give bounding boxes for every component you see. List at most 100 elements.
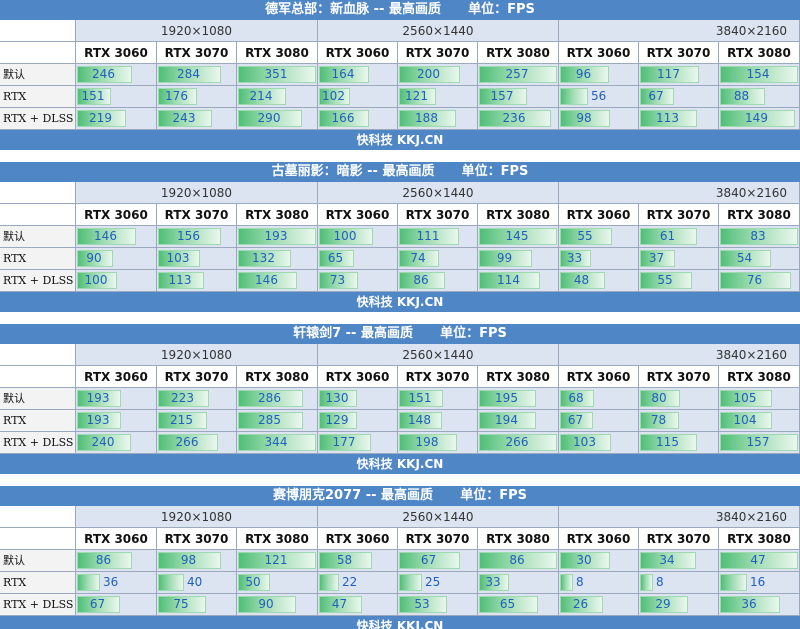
data-cell: 86 xyxy=(478,550,559,572)
fps-bar xyxy=(560,596,603,613)
data-cell: 48 xyxy=(559,270,639,292)
data-cell: 68 xyxy=(559,388,639,410)
fps-bar xyxy=(399,552,460,569)
fps-bar xyxy=(479,574,509,591)
fps-bar xyxy=(560,390,594,407)
data-cell: 257 xyxy=(478,64,559,86)
fps-value: 67 xyxy=(567,413,584,427)
data-cell: 157 xyxy=(478,86,559,108)
data-cell: 266 xyxy=(478,432,559,454)
fps-value: 103 xyxy=(573,435,596,449)
gpu-header: RTX 3070 xyxy=(398,42,478,64)
fps-value: 33 xyxy=(566,251,583,265)
data-cell: 47 xyxy=(719,550,800,572)
fps-value: 177 xyxy=(332,435,356,449)
fps-value: 266 xyxy=(175,435,199,449)
fps-value: 53 xyxy=(414,597,430,611)
resolution-header: 3840×2160 xyxy=(559,344,800,366)
data-cell: 103 xyxy=(559,432,639,454)
data-cell: 156 xyxy=(157,226,237,248)
fps-value: 48 xyxy=(573,273,590,287)
fps-value: 240 xyxy=(91,435,115,449)
data-cell: 154 xyxy=(719,64,800,86)
header-corner xyxy=(0,20,76,42)
data-cell: 61 xyxy=(639,226,719,248)
gpu-header: RTX 3060 Ti xyxy=(318,528,398,568)
fps-value: 56 xyxy=(591,89,607,103)
resolution-header: 1920×1080 xyxy=(76,344,318,366)
data-cell: 67 xyxy=(639,86,719,108)
data-cell: 37 xyxy=(639,248,719,270)
data-cell: 56 xyxy=(559,86,639,108)
fps-bar xyxy=(479,412,536,429)
fps-bar xyxy=(238,66,316,83)
data-cell: 75 xyxy=(157,594,237,616)
gpu-header: RTX 3060 Ti xyxy=(76,528,157,568)
data-cell: 65 xyxy=(478,594,559,616)
fps-bar xyxy=(640,390,680,407)
source-footer: 快科技 KKJ.CN xyxy=(0,130,800,150)
fps-bar xyxy=(319,88,350,105)
data-cell: 215 xyxy=(157,410,237,432)
source-footer: 快科技 KKJ.CN xyxy=(0,454,800,474)
header-corner xyxy=(0,42,76,64)
gpu-header: RTX 3080 xyxy=(719,42,800,64)
data-cell: 193 xyxy=(76,410,157,432)
fps-value: 40 xyxy=(187,575,203,589)
row-label: RTX + DLSS xyxy=(0,432,76,454)
fps-bar xyxy=(560,66,609,83)
resolution-header: 3840×2160 xyxy=(559,182,800,204)
data-cell: 8 xyxy=(559,572,639,594)
fps-bar xyxy=(158,552,221,569)
fps-value: 214 xyxy=(249,89,273,103)
gpu-header: RTX 3070 xyxy=(639,204,719,226)
data-cell: 200 xyxy=(398,64,478,86)
fps-value: 86 xyxy=(509,553,525,567)
data-cell: 16 xyxy=(719,572,800,594)
fps-value: 344 xyxy=(264,435,288,449)
fps-bar xyxy=(158,66,221,83)
fps-bar xyxy=(238,552,316,569)
fps-bar xyxy=(238,110,302,127)
fps-bar xyxy=(720,390,772,407)
data-cell: 195 xyxy=(478,388,559,410)
fps-value: 22 xyxy=(342,575,358,589)
fps-bar xyxy=(560,250,591,267)
data-cell: 113 xyxy=(157,270,237,292)
gpu-header: RTX 3080 xyxy=(719,366,800,388)
resolution-header: 2560×1440 xyxy=(318,182,559,204)
fps-value: 257 xyxy=(505,67,529,81)
fps-value: 113 xyxy=(656,111,679,125)
fps-value: 115 xyxy=(656,435,679,449)
fps-value: 111 xyxy=(416,229,440,243)
gpu-header: RTX 3070 xyxy=(639,366,719,388)
fps-bar xyxy=(77,228,136,245)
resolution-header: 1920×1080 xyxy=(76,182,318,204)
fps-bar xyxy=(399,110,456,127)
fps-value: 100 xyxy=(333,229,357,243)
data-cell: 55 xyxy=(559,226,639,248)
fps-value: 188 xyxy=(415,111,438,125)
fps-value: 67 xyxy=(420,553,437,567)
fps-value: 215 xyxy=(170,413,193,427)
header-corner xyxy=(0,506,76,528)
row-label: RTX + DLSS xyxy=(0,108,76,130)
fps-bar xyxy=(158,390,209,407)
fps-bar xyxy=(720,272,791,289)
fps-bar xyxy=(319,412,357,429)
gpu-header: RTX 3060 Ti xyxy=(318,42,398,82)
gpu-header: RTX 3060 Ti xyxy=(318,366,398,406)
fps-bar xyxy=(77,574,100,591)
fps-bar xyxy=(479,88,527,105)
fps-value: 50 xyxy=(245,575,261,589)
data-cell: 223 xyxy=(157,388,237,410)
data-cell: 98 xyxy=(559,108,639,130)
fps-value: 86 xyxy=(95,553,112,567)
fps-value: 266 xyxy=(505,435,529,449)
fps-value: 286 xyxy=(258,391,281,405)
gpu-header: RTX 3060 Ti xyxy=(76,42,157,82)
gpu-header: RTX 3080 xyxy=(478,366,559,388)
fps-value: 16 xyxy=(750,575,766,589)
fps-value: 90 xyxy=(258,597,274,611)
